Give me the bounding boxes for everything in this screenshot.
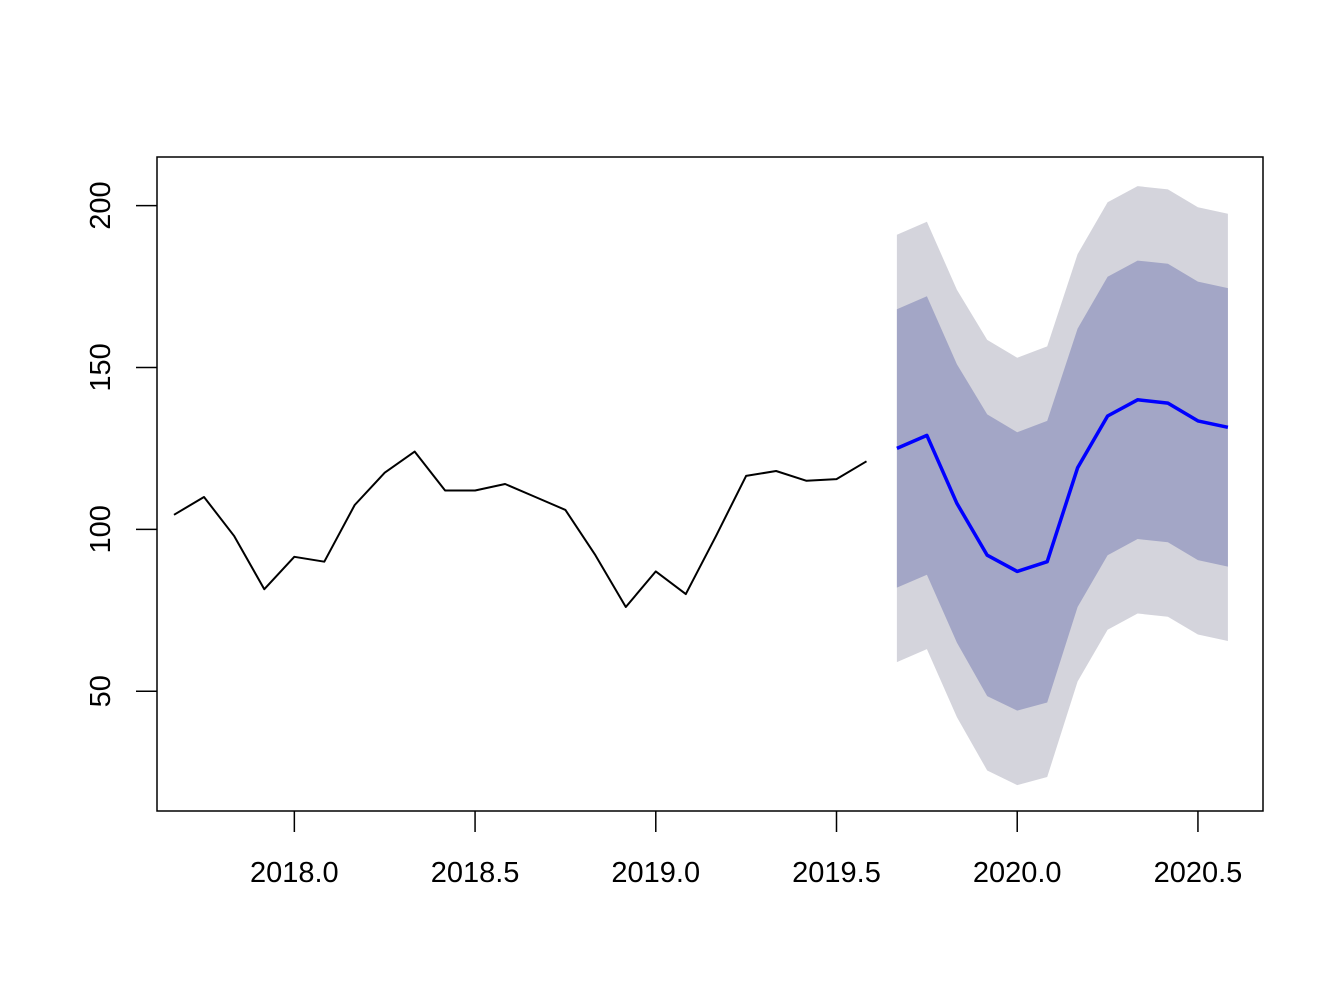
y-axis: 50 100 150 200: [85, 181, 157, 707]
y-tick-label: 100: [85, 505, 117, 553]
prediction-band-80: [896, 260, 1228, 711]
x-axis: 2018.0 2018.5 2019.0 2019.5 2020.0 2020.5: [250, 811, 1242, 889]
plot-frame: [156, 156, 1264, 812]
x-tick-label: 2020.5: [1154, 857, 1243, 889]
y-tick-label: 150: [85, 343, 117, 391]
x-tick-label: 2019.0: [611, 857, 700, 889]
x-tick-label: 2018.5: [431, 857, 520, 889]
band-80-area: [896, 260, 1228, 711]
observed-series-line: [173, 450, 868, 608]
x-tick-label: 2018.0: [250, 857, 339, 889]
forecast-mean-line: [896, 398, 1229, 574]
series-lines: [173, 398, 1229, 608]
x-tick-label: 2019.5: [792, 857, 881, 889]
y-tick-label: 200: [85, 181, 117, 229]
x-tick-label: 2020.0: [973, 857, 1062, 889]
y-tick-label: 50: [85, 675, 117, 707]
